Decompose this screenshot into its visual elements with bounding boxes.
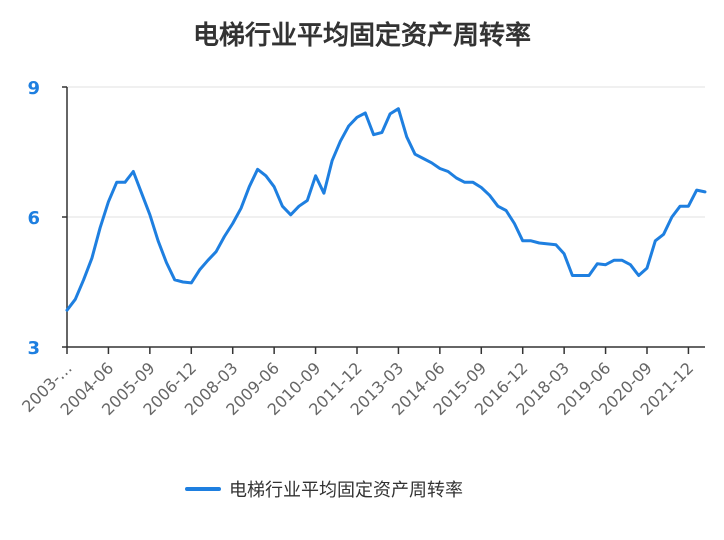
data-point[interactable]	[329, 158, 335, 164]
data-point[interactable]	[470, 179, 476, 185]
data-point[interactable]	[586, 273, 592, 279]
data-point[interactable]	[619, 257, 625, 263]
data-point[interactable]	[139, 190, 145, 196]
data-point[interactable]	[669, 214, 675, 220]
data-point[interactable]	[420, 156, 426, 162]
data-point[interactable]	[346, 123, 352, 129]
data-point[interactable]	[180, 279, 186, 285]
data-point[interactable]	[395, 106, 401, 112]
data-point[interactable]	[644, 265, 650, 271]
data-point[interactable]	[362, 110, 368, 116]
data-point[interactable]	[172, 277, 178, 283]
data-point[interactable]	[453, 175, 459, 181]
data-point[interactable]	[578, 273, 584, 279]
data-point[interactable]	[694, 187, 700, 193]
data-point[interactable]	[89, 255, 95, 261]
data-point[interactable]	[279, 203, 285, 209]
data-point[interactable]	[511, 221, 517, 227]
series-layer	[64, 106, 708, 313]
data-point[interactable]	[72, 296, 78, 302]
data-point[interactable]	[114, 179, 120, 185]
data-point[interactable]	[387, 111, 393, 117]
data-point[interactable]	[205, 257, 211, 263]
data-point[interactable]	[503, 208, 509, 214]
data-point[interactable]	[221, 234, 227, 240]
data-point[interactable]	[553, 242, 559, 248]
data-point[interactable]	[304, 198, 310, 204]
data-point[interactable]	[230, 221, 236, 227]
data-point[interactable]	[462, 179, 468, 185]
data-point[interactable]	[627, 262, 633, 268]
data-point[interactable]	[321, 190, 327, 196]
data-point[interactable]	[652, 238, 658, 244]
data-point[interactable]	[520, 238, 526, 244]
legend-label: 电梯行业平均固定资产周转率	[229, 480, 463, 501]
data-point[interactable]	[371, 132, 377, 138]
axis-layer: 3692003-…2004-062005-092006-122008-03200…	[18, 78, 705, 419]
data-point[interactable]	[147, 212, 153, 218]
data-point[interactable]	[188, 280, 194, 286]
data-point[interactable]	[313, 173, 319, 179]
data-point[interactable]	[702, 189, 708, 195]
data-point[interactable]	[536, 240, 542, 246]
data-point[interactable]	[296, 203, 302, 209]
data-point[interactable]	[412, 151, 418, 157]
data-point[interactable]	[238, 205, 244, 211]
data-point[interactable]	[379, 130, 385, 136]
data-point[interactable]	[64, 307, 70, 313]
data-point[interactable]	[495, 203, 501, 209]
data-point[interactable]	[611, 257, 617, 263]
y-tick-label: 3	[27, 338, 40, 359]
data-point[interactable]	[636, 273, 642, 279]
data-point[interactable]	[354, 114, 360, 120]
data-point[interactable]	[255, 166, 261, 172]
data-point[interactable]	[478, 185, 484, 191]
data-point[interactable]	[685, 203, 691, 209]
legend[interactable]: 电梯行业平均固定资产周转率	[185, 480, 463, 501]
series-line	[65, 107, 707, 312]
data-point[interactable]	[528, 238, 534, 244]
data-point[interactable]	[246, 184, 252, 190]
data-point[interactable]	[213, 249, 219, 255]
grid-layer	[67, 86, 705, 218]
data-point[interactable]	[545, 241, 551, 247]
data-point[interactable]	[97, 225, 103, 231]
data-point[interactable]	[105, 199, 111, 205]
y-tick-label: 6	[27, 208, 40, 229]
data-point[interactable]	[603, 262, 609, 268]
data-point[interactable]	[263, 173, 269, 179]
data-point[interactable]	[130, 169, 136, 175]
data-point[interactable]	[677, 203, 683, 209]
data-point[interactable]	[337, 138, 343, 144]
data-point[interactable]	[155, 238, 161, 244]
data-point[interactable]	[569, 273, 575, 279]
data-point[interactable]	[445, 169, 451, 175]
data-point[interactable]	[197, 267, 203, 273]
data-point[interactable]	[271, 184, 277, 190]
y-tick-label: 9	[27, 78, 40, 99]
data-point[interactable]	[163, 260, 169, 266]
data-point[interactable]	[122, 179, 128, 185]
data-point[interactable]	[429, 160, 435, 166]
data-point[interactable]	[561, 251, 567, 257]
data-point[interactable]	[404, 134, 410, 140]
chart-title: 电梯行业平均固定资产周转率	[193, 20, 531, 51]
data-point[interactable]	[288, 212, 294, 218]
data-point[interactable]	[81, 277, 87, 283]
data-point[interactable]	[594, 261, 600, 267]
data-point[interactable]	[437, 166, 443, 172]
data-point[interactable]	[487, 192, 493, 198]
data-point[interactable]	[661, 231, 667, 237]
